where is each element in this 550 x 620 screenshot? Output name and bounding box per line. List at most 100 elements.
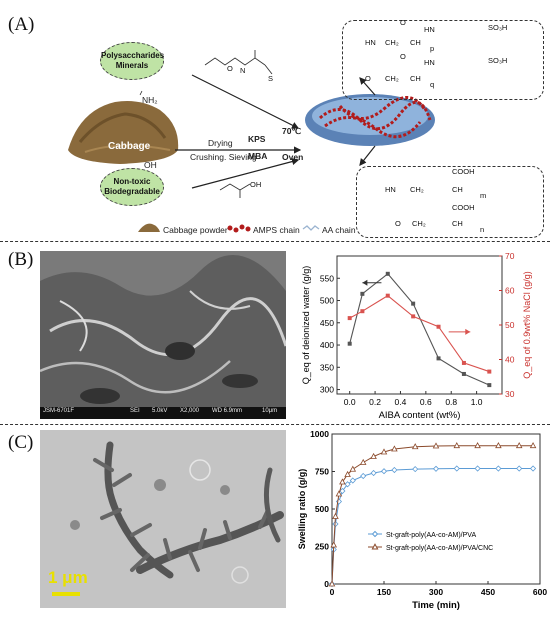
x-axis-label: AIBA content (wt%) <box>379 410 461 421</box>
bubble-polysaccharides: Polysaccharides Minerals <box>100 42 164 80</box>
tem-micrograph: 1 μm <box>40 430 286 608</box>
y-left-tick-label: 500 <box>320 296 334 306</box>
panel-label-b: (B) <box>8 249 34 270</box>
x-tick-label: 0.8 <box>445 397 457 407</box>
series-line-left <box>349 273 490 386</box>
chem-top-o1: O <box>400 18 406 27</box>
legend-marker-diamond <box>371 530 379 538</box>
data-point-triangle <box>495 442 502 449</box>
chem-top-cha: CH <box>410 38 421 47</box>
data-point-triangle <box>339 478 346 485</box>
panel-label-c: (C) <box>8 432 34 453</box>
data-point-right <box>461 360 466 365</box>
separator-ab <box>0 241 550 242</box>
y-axis-label: Swelling ratio (g/g) <box>297 469 307 550</box>
data-point-triangle <box>344 470 351 477</box>
y-tick-label: 500 <box>315 504 329 514</box>
mba-label: MBA <box>248 151 268 161</box>
crushing-label: Crushing. Sieving <box>190 152 257 162</box>
chem-top-chb: CH <box>410 74 421 83</box>
data-point-triangle <box>332 512 339 519</box>
y-left-tick-label: 350 <box>320 362 334 372</box>
data-point-diamond <box>453 465 460 472</box>
x-tick-label: 0.6 <box>420 397 432 407</box>
chem-bottom-cooh2: COOH <box>452 203 475 212</box>
chem-bottom-hn: HN <box>385 185 396 194</box>
data-point-triangle <box>432 442 440 449</box>
data-point-left <box>411 301 416 306</box>
series-line-1 <box>331 445 534 585</box>
chem-box-aa <box>356 166 544 238</box>
data-point-triangle <box>328 580 336 587</box>
monomer-oh: OH <box>250 180 262 189</box>
chem-top-hn: HN <box>365 38 376 47</box>
data-point-diamond <box>370 469 377 477</box>
data-point-triangle <box>391 445 398 452</box>
y-tick-label: 250 <box>315 542 329 552</box>
y-right-tick-label: 60 <box>505 286 515 296</box>
kps-label: KPS <box>248 134 266 144</box>
nh2-label: NH₂ <box>142 95 158 105</box>
data-point-left <box>347 341 352 346</box>
data-point-diamond <box>391 466 398 474</box>
y-left-axis-label: Q_eq of deionized water (g/g) <box>301 266 311 385</box>
chem-top-so3h1: SO₃H <box>488 23 508 32</box>
bubble-biodegradable-text: Non-toxic Biodegradable <box>104 177 160 196</box>
data-point-left <box>385 271 390 276</box>
chem-bottom-m: m <box>480 191 487 200</box>
data-point-triangle <box>330 541 338 548</box>
chem-top-o: O <box>365 74 371 83</box>
legend-cabbage-powder: Cabbage powder <box>163 225 228 235</box>
data-point-triangle <box>370 452 377 459</box>
monomer-o: O <box>227 64 233 73</box>
data-point-diamond <box>344 481 351 488</box>
data-point-diamond <box>530 465 537 472</box>
chem-top-ch2a: CH₂ <box>385 38 399 47</box>
reaction-arrows <box>138 50 435 233</box>
chem-bottom-ch2b: CH₂ <box>412 219 426 228</box>
data-point-left <box>461 371 466 376</box>
data-point-left <box>436 356 441 361</box>
y-left-tick-label: 550 <box>320 273 334 283</box>
bubble-polysaccharides-text: Polysaccharides Minerals <box>101 51 165 70</box>
sem-bar-voltage: 5.0kV <box>152 408 168 414</box>
data-point-right <box>347 316 352 321</box>
y-tick-label: 1000 <box>310 429 329 439</box>
chem-bottom-cooh1: COOH <box>452 167 475 176</box>
series-line-right <box>349 295 490 373</box>
y-right-axis-label: Q_eq of 0.9wt% NaCl (g/g) <box>522 271 532 379</box>
separator-bc <box>0 424 550 425</box>
data-point-triangle <box>529 442 537 449</box>
data-point-diamond <box>432 465 440 472</box>
drying-label: Drying <box>208 138 233 148</box>
data-point-right <box>436 324 441 329</box>
legend-label-0: St-graft-poly(AA-co-AM)/PVA <box>386 532 476 539</box>
data-point-triangle <box>380 448 388 455</box>
tem-scale-label: 1 μm <box>48 568 88 587</box>
y-left-tick-label: 400 <box>320 340 334 350</box>
x-tick-label: 0.2 <box>369 397 381 407</box>
chem-top-p: p <box>430 44 435 53</box>
data-point-triangle <box>411 443 419 450</box>
oven-label: Oven <box>282 152 304 162</box>
legend-aa-chain: AA chain <box>322 225 356 235</box>
chem-top-q: q <box>430 80 435 89</box>
y-right-tick-label: 70 <box>505 251 515 261</box>
data-point-diamond <box>412 466 419 473</box>
plot-frame <box>331 433 541 585</box>
y-tick-label: 0 <box>324 579 329 589</box>
x-tick-label: 300 <box>429 587 443 597</box>
temperature-label: 70℃ <box>282 126 302 136</box>
chem-top-hn2: HN <box>424 58 435 67</box>
chem-top-so3h2: SO₃H <box>488 56 508 65</box>
x-tick-label: 150 <box>377 587 391 597</box>
data-point-triangle <box>474 442 481 449</box>
y-right-tick-label: 30 <box>505 389 515 399</box>
chem-top-o2: O <box>400 52 406 61</box>
data-point-triangle <box>453 442 461 449</box>
chem-top-ch2b: CH₂ <box>385 74 399 83</box>
cabbage-powder-pile <box>68 101 179 164</box>
x-tick-label: 450 <box>481 587 495 597</box>
x-tick-label: 0.4 <box>395 397 407 407</box>
sem-bar-mode: SEI <box>130 408 140 414</box>
